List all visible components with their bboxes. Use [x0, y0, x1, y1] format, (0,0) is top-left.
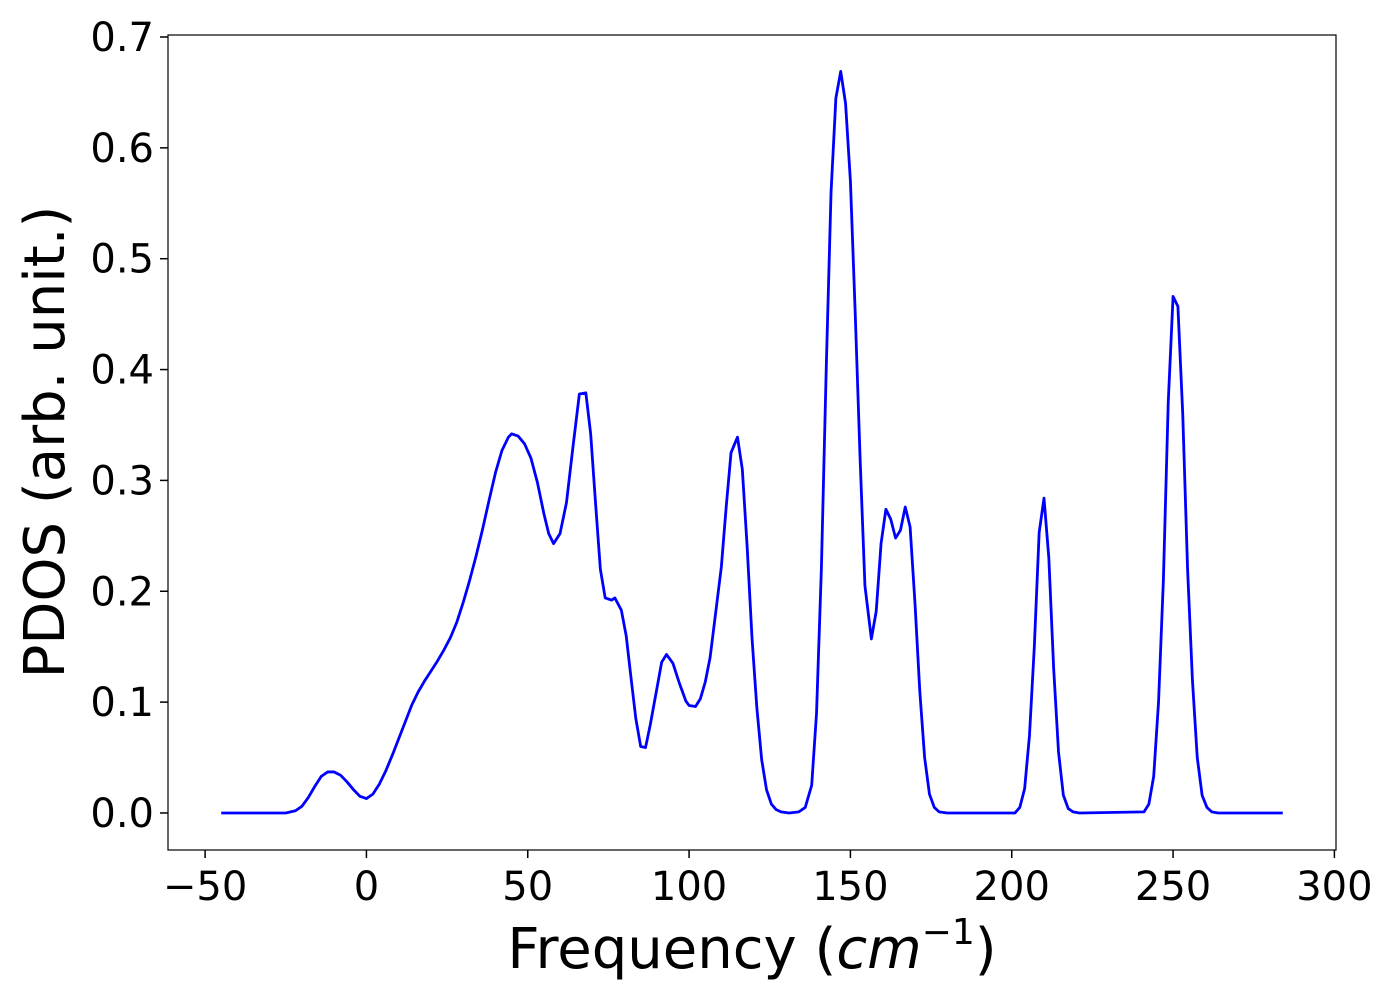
x-label-unit: cm: [836, 917, 921, 982]
x-tick-label: 200: [974, 864, 1050, 910]
x-tick-label: 150: [812, 864, 888, 910]
y-tick-label: 0.1: [90, 680, 154, 726]
y-tick-label: 0.2: [90, 569, 154, 615]
y-tick-label: 0.6: [90, 126, 154, 172]
x-label-close: ): [975, 917, 997, 982]
y-tick-label: 0.7: [90, 15, 154, 61]
pdos-line: [221, 69, 1283, 815]
y-tick-label: 0.5: [90, 237, 154, 283]
x-tick-label: 300: [1296, 864, 1372, 910]
x-axis-label: Frequency (cm−1): [507, 912, 996, 982]
x-label-exponent: −1: [922, 912, 975, 953]
y-axis-label: PDOS (arb. unit.): [13, 206, 78, 679]
x-tick-label: 0: [354, 864, 379, 910]
x-tick-label: 50: [502, 864, 553, 910]
x-tick-label: −50: [163, 864, 247, 910]
y-tick-label: 0.4: [90, 348, 154, 394]
y-tick-label: 0.3: [90, 458, 154, 504]
x-tick-label: 250: [1135, 864, 1211, 910]
plot-frame: [167, 34, 1337, 851]
y-tick-label: 0.0: [90, 791, 154, 837]
x-tick-label: 100: [651, 864, 727, 910]
x-label-text: Frequency (: [507, 917, 836, 982]
